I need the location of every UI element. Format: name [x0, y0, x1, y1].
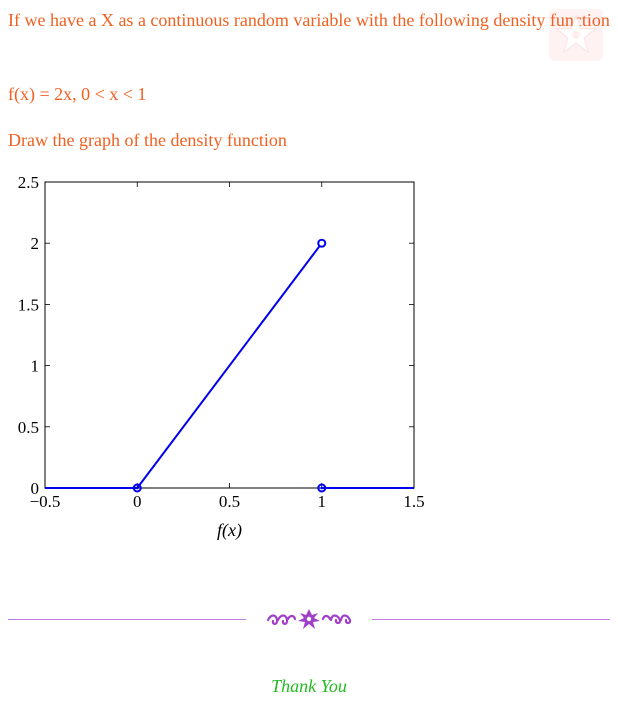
y-tick-label: 1 — [31, 357, 40, 376]
closed-point-marker — [132, 483, 142, 493]
x-axis-label: f(x) — [217, 520, 242, 541]
instruction-text: Draw the graph of the density function — [8, 130, 287, 150]
x-tick-label: −0.5 — [30, 492, 61, 511]
density-line-segment — [136, 242, 323, 489]
y-tick-label: 0.5 — [18, 418, 39, 437]
divider-ornament-icon — [266, 609, 352, 629]
open-point-marker — [317, 238, 327, 248]
x-tick-label: 1 — [318, 492, 327, 511]
density-formula: f(x) = 2x, 0 < x < 1 — [8, 84, 147, 104]
closed-point-dot — [135, 486, 139, 490]
y-tick-label: 2 — [31, 234, 40, 253]
closed-point-marker — [317, 483, 327, 493]
thank-you-text: Thank You — [271, 676, 347, 696]
plot-frame — [44, 181, 415, 489]
x-tick-label: 0.5 — [219, 492, 240, 511]
closed-point-dot — [320, 486, 324, 490]
y-tick-label: 2.5 — [18, 173, 39, 192]
y-tick-label: 1.5 — [18, 295, 39, 314]
x-tick-label: 1.5 — [403, 492, 424, 511]
corner-logo-icon — [549, 9, 603, 61]
density-chart: −0.5 0 0.5 1 1.500.511.522.5f(x) — [18, 173, 425, 541]
divider-right-line — [372, 619, 610, 620]
question-text: If we have a X as a continuous random va… — [8, 10, 610, 30]
y-tick-label: 0 — [31, 479, 40, 498]
x-tick-label: 0 — [133, 492, 142, 511]
divider-left-line — [8, 619, 246, 620]
